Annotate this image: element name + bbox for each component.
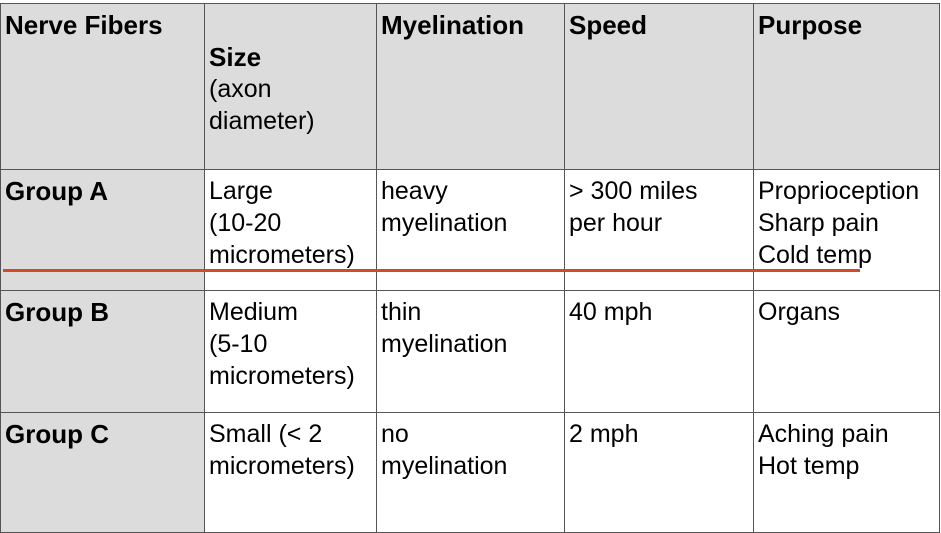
table-row: Group B Medium (5-10 micrometers) thin m… [0,290,940,413]
header-row: Nerve Fibers Size (axon diameter) Myelin… [0,3,940,170]
header-size: Size (axon diameter) [204,3,377,170]
cell-purpose: Proprioception Sharp pain Cold temp [753,169,940,291]
cell-myelination: thin myelination [376,290,565,413]
row-group-label: Group C [0,412,205,533]
header-size-label: Size [209,42,262,72]
cell-myelination: no myelination [376,412,565,533]
cell-myelination: heavy myelination [376,169,565,291]
header-speed: Speed [564,3,754,170]
header-size-sub: (axon diameter) [209,75,315,135]
cell-speed: 40 mph [564,290,754,413]
cell-purpose: Aching pain Hot temp [753,412,940,533]
row-group-label: Group B [0,290,205,413]
cell-purpose: Organs [753,290,940,413]
cell-size: Large (10-20 micrometers) [204,169,377,291]
nerve-fibers-table: Nerve Fibers Size (axon diameter) Myelin… [0,3,940,533]
header-nerve-fibers: Nerve Fibers [0,3,205,170]
cell-size: Small (< 2 micrometers) [204,412,377,533]
cell-size: Medium (5-10 micrometers) [204,290,377,413]
table-row: Group A Large (10-20 micrometers) heavy … [0,169,940,291]
header-myelination: Myelination [376,3,565,170]
cell-speed: > 300 miles per hour [564,169,754,291]
cell-speed: 2 mph [564,412,754,533]
row-group-label: Group A [0,169,205,291]
table-row: Group C Small (< 2 micrometers) no myeli… [0,412,940,533]
group-b-strikethrough-line [3,269,860,272]
header-purpose: Purpose [753,3,940,170]
